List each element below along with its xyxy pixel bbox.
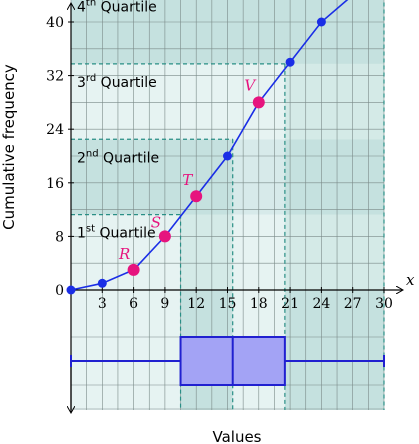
x-axis-title: Values xyxy=(212,428,261,444)
quartile-column-overlay xyxy=(180,139,233,290)
point-label: S xyxy=(151,213,161,231)
axes: x xyxy=(68,4,415,412)
quartile-label: 4th Quartile xyxy=(77,0,157,16)
highlighted-point xyxy=(252,96,265,109)
quartile-label: 3rd Quartile xyxy=(77,73,157,91)
tick-labels: 3 6 9 12 15 18 21 24 27 30 8 16 24 32 40 0 xyxy=(46,15,393,312)
curve-point xyxy=(222,151,232,161)
box-plot xyxy=(70,336,385,386)
curve-point xyxy=(97,278,107,288)
highlighted-point xyxy=(127,263,140,276)
x-tick-label: 24 xyxy=(312,296,330,312)
curve-point xyxy=(316,17,326,27)
y-tick-label: 8 xyxy=(55,229,64,245)
curve-point xyxy=(285,57,295,67)
x-tick-label: 12 xyxy=(187,296,205,312)
quartile-column-band xyxy=(71,290,181,410)
x-tick-label: 6 xyxy=(129,296,138,312)
quartile-column-overlay xyxy=(284,0,384,290)
x-tick-label: 21 xyxy=(281,296,299,312)
y-tick-label: 16 xyxy=(46,176,64,192)
data-points: RSTVW xyxy=(66,17,326,295)
point-label: V xyxy=(244,76,257,94)
quartile-label: 2nd Quartile xyxy=(77,148,159,166)
curve-point xyxy=(66,285,76,295)
highlighted-point xyxy=(190,190,203,203)
highlighted-point xyxy=(158,230,171,243)
y-axis-title: Cumulative frequency xyxy=(0,64,18,230)
x-axis-symbol: x xyxy=(406,271,415,289)
x-tick-label: 30 xyxy=(375,296,393,312)
quartile-column-band xyxy=(284,290,384,410)
x-tick-label: 27 xyxy=(344,296,362,312)
y-tick-label: 24 xyxy=(46,122,64,138)
x-tick-label: 18 xyxy=(250,296,268,312)
x-tick-label: 9 xyxy=(160,296,169,312)
y-tick-label: 40 xyxy=(46,15,64,31)
quartile-labels: 1st Quartile 2nd Quartile 3rd Quartile 4th … xyxy=(77,0,159,242)
quartile-column-overlay xyxy=(71,214,181,290)
origin-label: 0 xyxy=(55,283,64,299)
point-label: R xyxy=(118,245,130,263)
quartile-label: 1st Quartile xyxy=(77,224,156,242)
y-tick-label: 32 xyxy=(46,69,64,85)
point-label: T xyxy=(182,171,193,189)
x-tick-label: 3 xyxy=(98,296,107,312)
x-tick-label: 15 xyxy=(219,296,237,312)
